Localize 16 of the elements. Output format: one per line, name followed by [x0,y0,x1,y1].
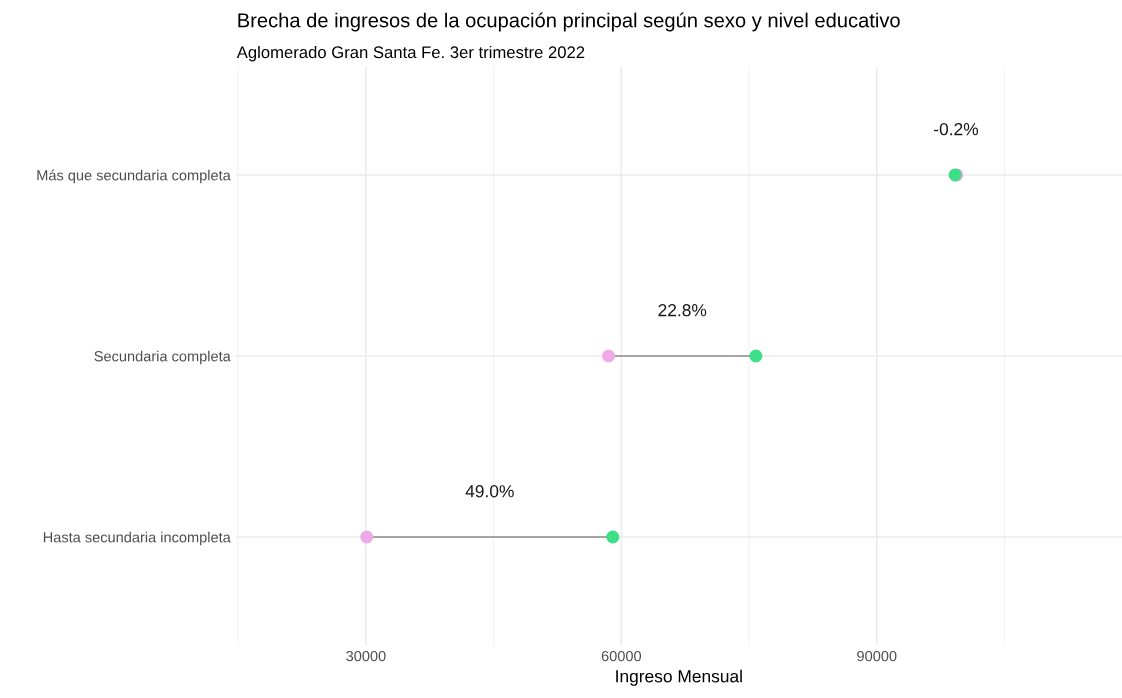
y-tick-label: Secundaria completa [94,350,231,365]
annotation: -0.2% [934,123,979,136]
annotation: 49.0% [465,485,514,498]
chart-subtitle: Aglomerado Gran Santa Fe. 3er trimestre 2022 [236,45,585,62]
x-tick-label: 30000 [346,650,386,662]
point [360,530,374,544]
y-tick-label: Más que secundaria completa [37,169,231,184]
x-tick-label: 90000 [857,650,897,662]
x-axis-title: Ingreso Mensual [616,669,742,686]
point [606,530,620,544]
chart-title: Brecha de ingresos de la ocupación principal según sexo y nivel educativo [238,12,900,32]
y-tick-label: Hasta secundaria incompleta [43,531,231,546]
point [602,349,616,363]
annotation: 22.8% [658,304,707,317]
x-tick-label: 60000 [601,650,642,662]
point [749,349,763,363]
